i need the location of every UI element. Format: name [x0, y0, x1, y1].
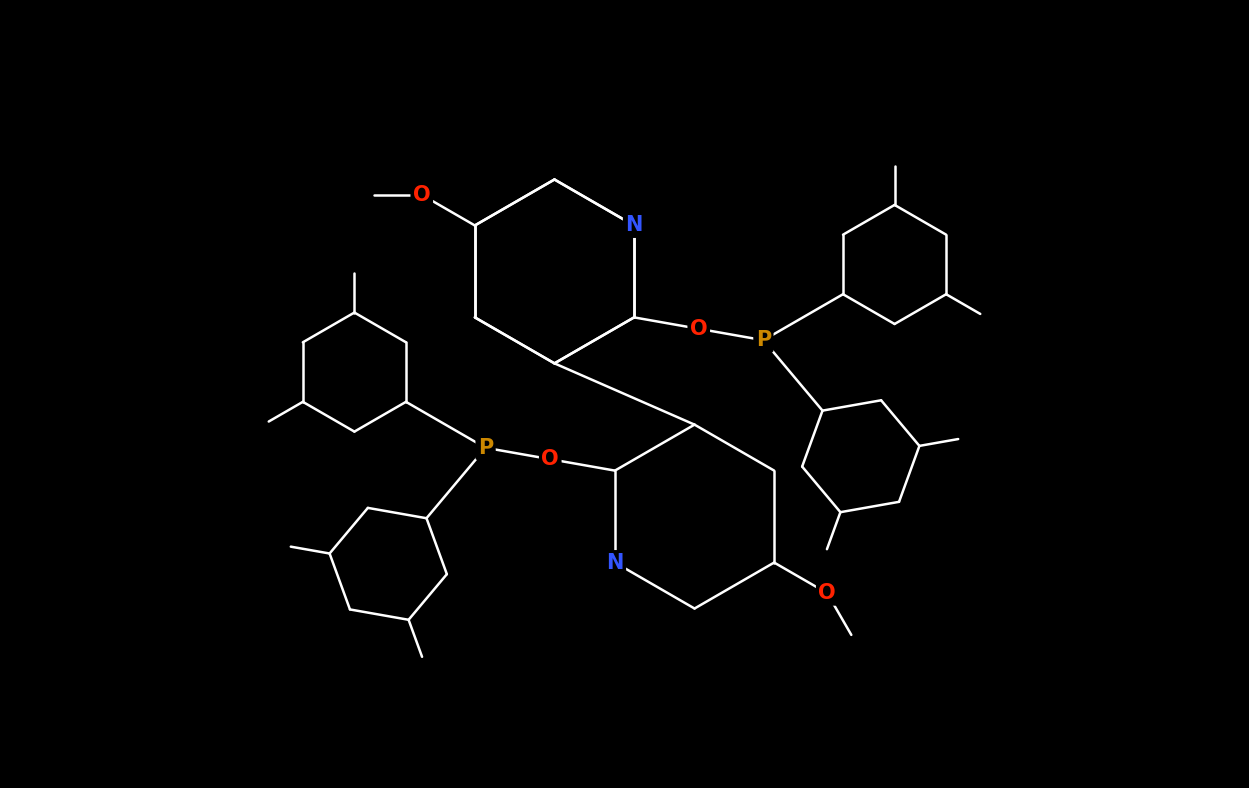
Text: O: O [542, 449, 560, 469]
Text: N: N [626, 215, 643, 236]
Text: N: N [606, 552, 623, 573]
Text: O: O [818, 583, 836, 603]
Text: P: P [756, 330, 771, 350]
Text: O: O [413, 185, 431, 205]
Text: O: O [689, 319, 707, 339]
Text: P: P [478, 438, 493, 458]
